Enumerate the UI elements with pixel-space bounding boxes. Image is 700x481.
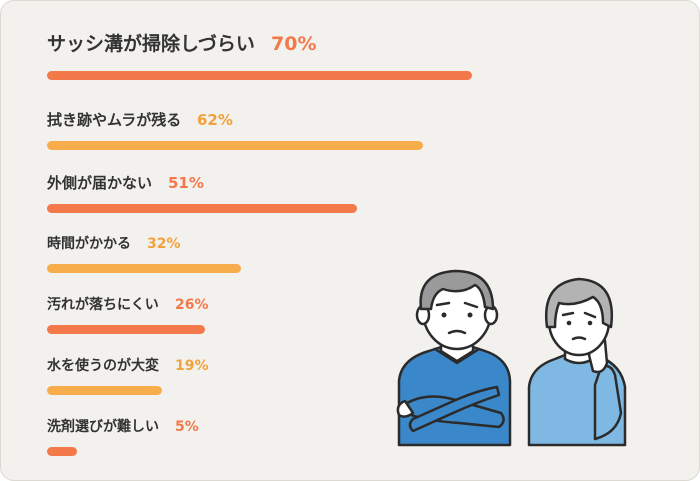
bar [47,386,163,395]
thinking-man-arms-crossed-icon [396,269,512,447]
bar-value-label: 51% [168,174,204,192]
thinking-woman-hand-on-chin-icon [527,277,627,447]
bar-value-label: 70% [271,33,317,55]
bar-value-label: 32% [147,236,181,252]
bar-label: 汚れが落ちにくい [47,297,159,313]
bar-value-label: 26% [175,297,209,313]
bar [47,447,78,456]
bar-value-label: 19% [175,358,209,374]
bar-value-label: 62% [197,111,233,129]
bar [47,264,242,273]
bar-value-label: 5% [175,419,199,435]
bar-label: 時間がかかる [47,236,131,252]
bar [47,71,472,80]
bar-label: 水を使うのが大変 [47,358,159,374]
bar-label: 拭き跡やムラが残る [47,111,182,129]
bar [47,325,205,334]
bar [47,204,357,213]
bar-label: 洗剤選びが難しい [47,419,159,435]
bar-label: 外側が届かない [47,174,153,192]
people-illustration [396,269,627,447]
bar [47,141,424,150]
bar-label: サッシ溝が掃除しづらい [47,33,255,55]
